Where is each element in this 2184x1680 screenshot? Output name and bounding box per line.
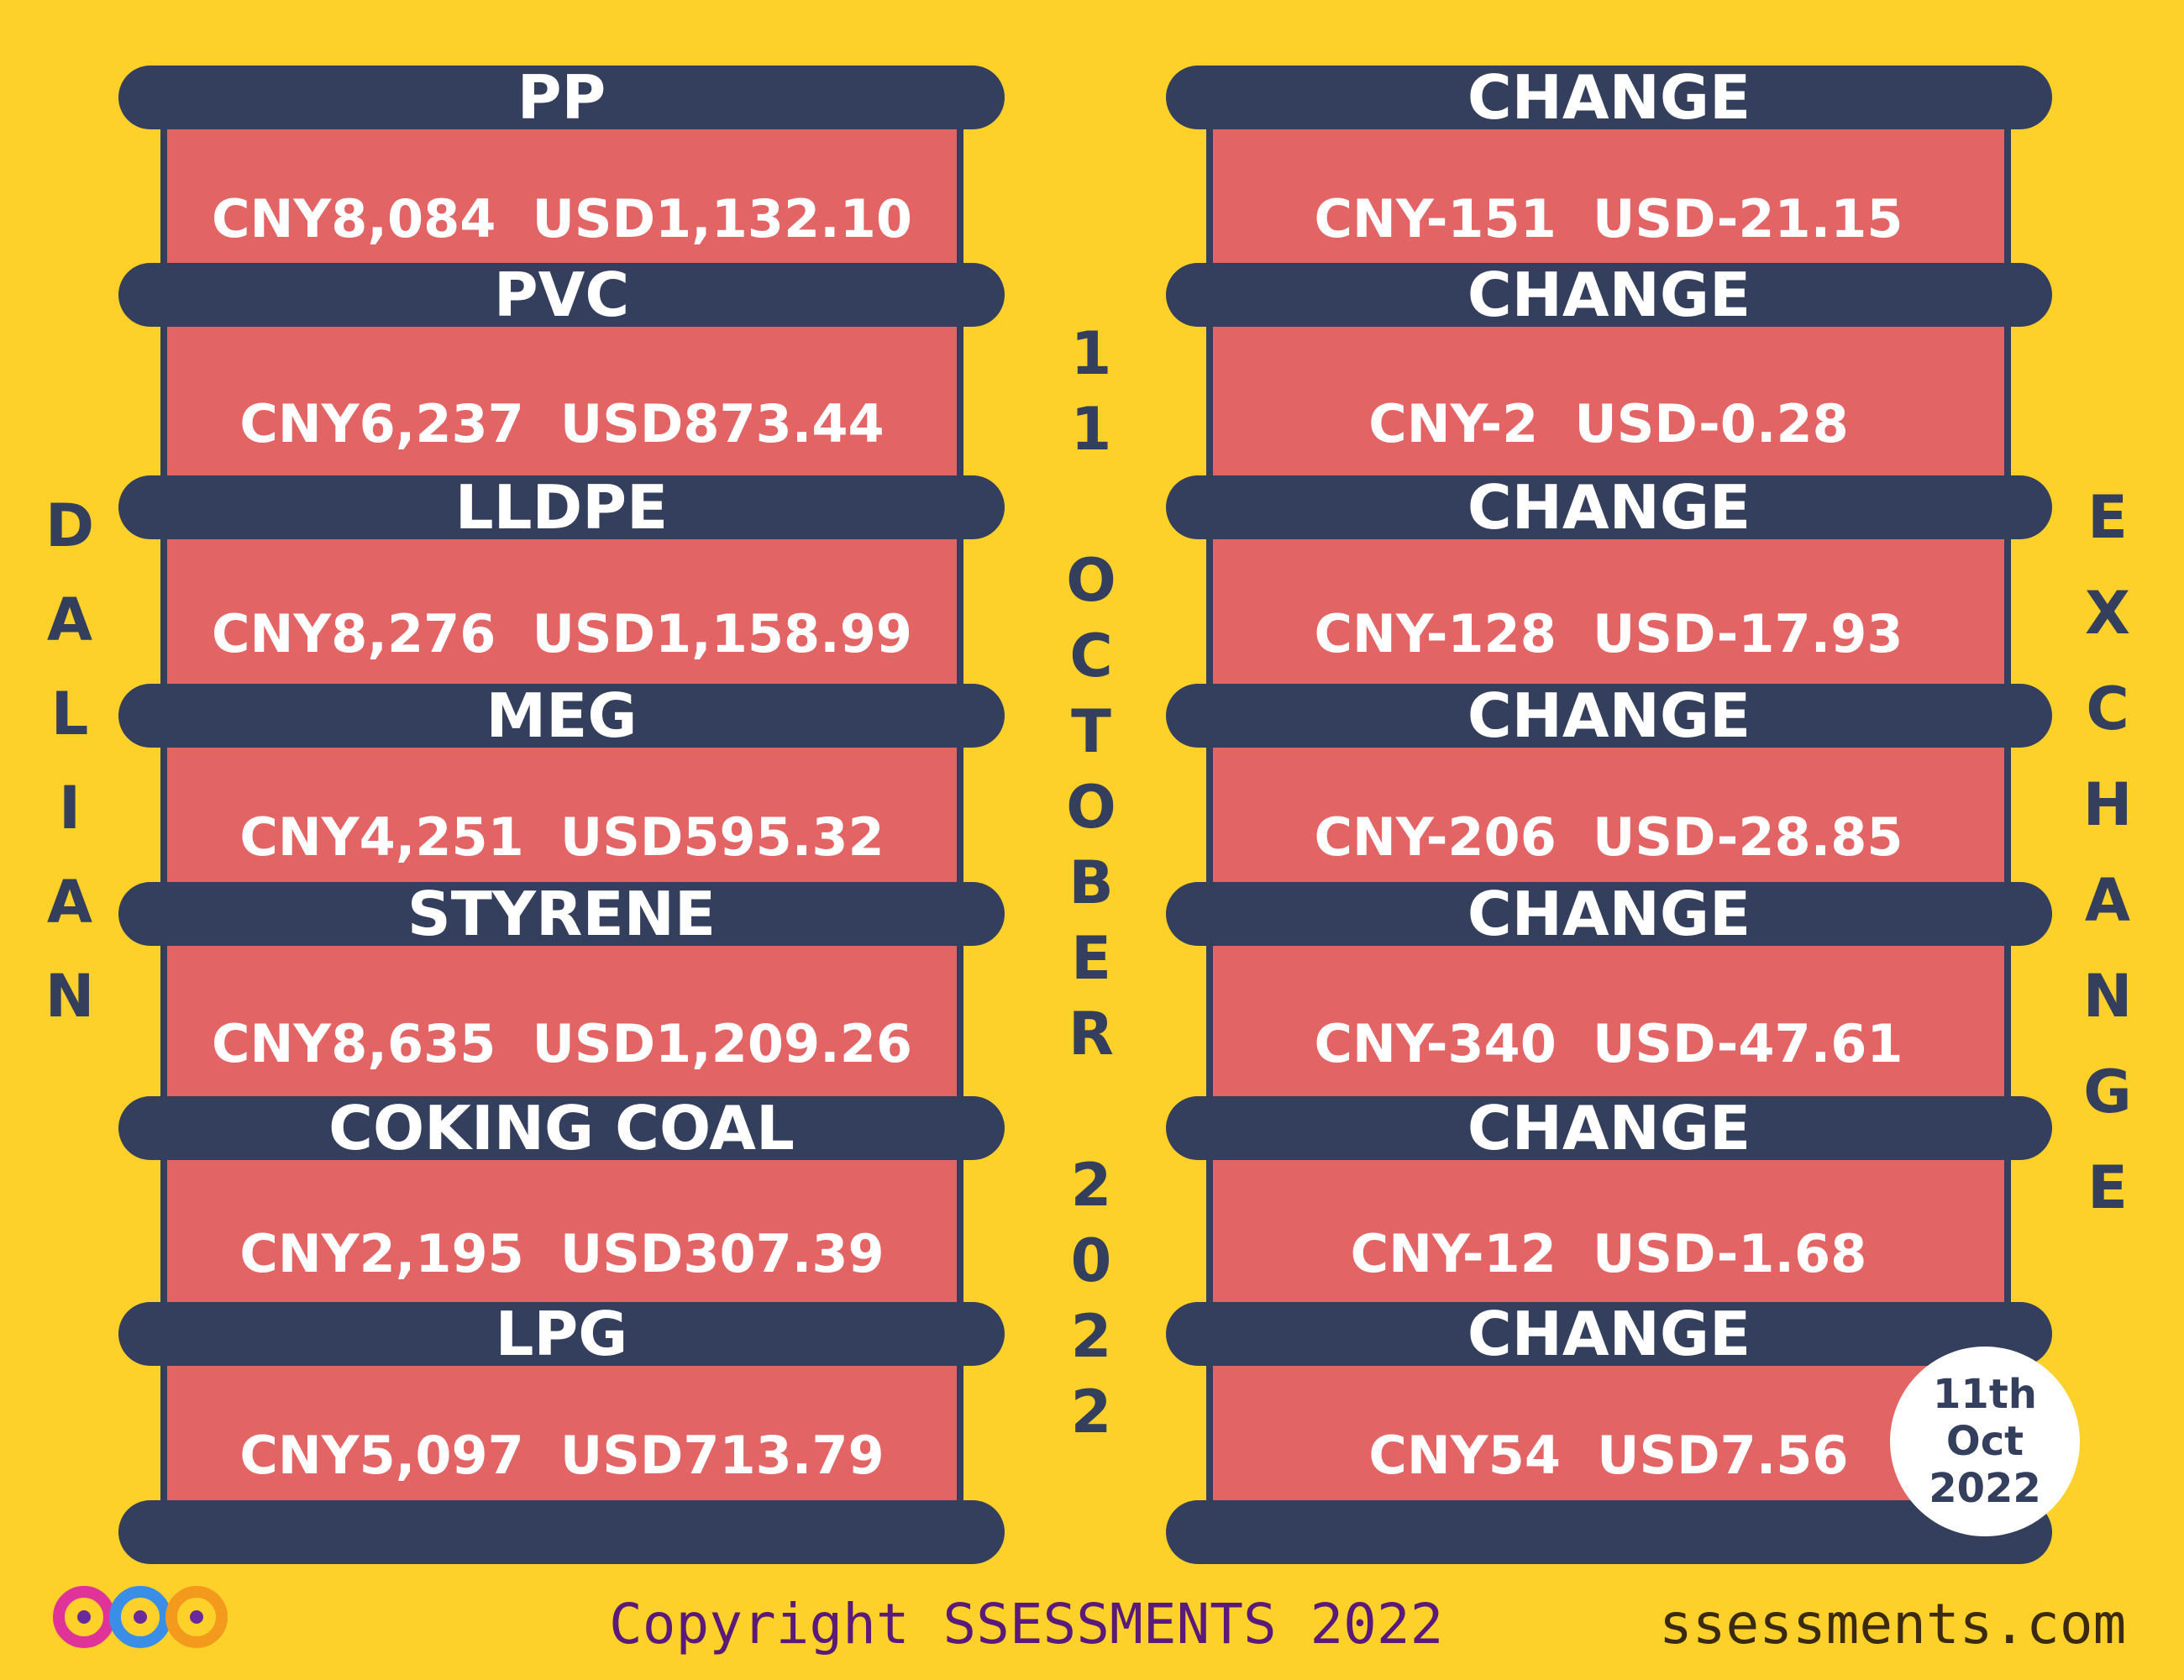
price-text: CNY-128 USD-17.93 [1314,603,1903,664]
date-badge: 11th Oct 2022 [1890,1347,2080,1536]
header-text: LLDPE [454,472,669,543]
price-panel [1206,1128,2011,1334]
header-text: CHANGE [1467,1093,1751,1163]
side-label-right: EXCHANGE [2073,483,2142,1249]
price-text: CNY-206 USD-28.85 [1314,806,1903,868]
price-text: CNY8,084 USD1,132.10 [212,187,912,249]
price-panel [160,97,963,295]
header-text: CHANGE [1467,879,1751,949]
header-text: CHANGE [1467,472,1751,543]
badge-line: 11th [1933,1371,2037,1418]
website: ssessments.com [1659,1592,2127,1656]
header-bar: CHANGE [1166,1302,2052,1366]
price-panel [160,1128,963,1334]
header-bar [118,1500,1005,1564]
header-bar: PVC [118,263,1005,327]
price-text: CNY54 USD7.56 [1368,1425,1849,1486]
header-bar: CHANGE [1166,882,2052,946]
price-panel [1206,97,2011,295]
header-text: PVC [493,260,630,330]
header-bar: CHANGE [1166,66,2052,129]
header-bar: CHANGE [1166,475,2052,539]
center-date: 11 OCTOBER 2022 [1057,319,1126,1453]
header-bar: PP [118,66,1005,129]
price-panel [160,914,963,1128]
badge-line: 2022 [1929,1465,2041,1512]
price-text: CNY-12 USD-1.68 [1350,1222,1867,1284]
header-bar [1166,1500,2052,1564]
header-bar: MEG [118,684,1005,748]
price-text: CNY-151 USD-21.15 [1314,187,1903,249]
header-text: CHANGE [1467,680,1751,751]
header-text: COKING COAL [328,1093,795,1163]
price-panel [160,507,963,716]
header-text: PP [517,62,606,133]
header-bar: LPG [118,1302,1005,1366]
price-text: CNY6,237 USD873.44 [239,392,885,454]
price-text: CNY4,251 USD595.32 [239,806,885,868]
price-panel [160,1334,963,1532]
price-text: CNY-2 USD-0.28 [1368,392,1849,454]
header-bar: CHANGE [1166,684,2052,748]
header-text: LPG [495,1299,628,1369]
header-text: STYRENE [407,879,717,949]
header-text: CHANGE [1467,62,1751,133]
badge-line: Oct [1945,1418,2024,1465]
price-panel [1206,914,2011,1128]
price-text: CNY2,195 USD307.39 [239,1222,885,1284]
header-bar: LLDPE [118,475,1005,539]
price-panel [1206,1334,2011,1532]
price-text: CNY8,635 USD1,209.26 [212,1012,912,1074]
header-bar: CHANGE [1166,1096,2052,1160]
header-bar: STYRENE [118,882,1005,946]
header-text: MEG [486,680,638,751]
price-panel [1206,507,2011,716]
logo [53,1586,228,1648]
price-text: CNY8,276 USD1,158.99 [212,603,912,664]
side-label-left: DALIAN [35,491,104,1056]
price-text: CNY-340 USD-47.61 [1314,1012,1903,1074]
price-text: CNY5,097 USD713.79 [239,1425,885,1486]
price-panel [160,295,963,507]
price-panel [1206,295,2011,507]
price-panel [160,716,963,914]
header-text: CHANGE [1467,1299,1751,1369]
price-panel [1206,716,2011,914]
header-bar: CHANGE [1166,263,2052,327]
copyright: Copyright SSESSMENTS 2022 [609,1592,1444,1656]
header-text: CHANGE [1467,260,1751,330]
header-bar: COKING COAL [118,1096,1005,1160]
